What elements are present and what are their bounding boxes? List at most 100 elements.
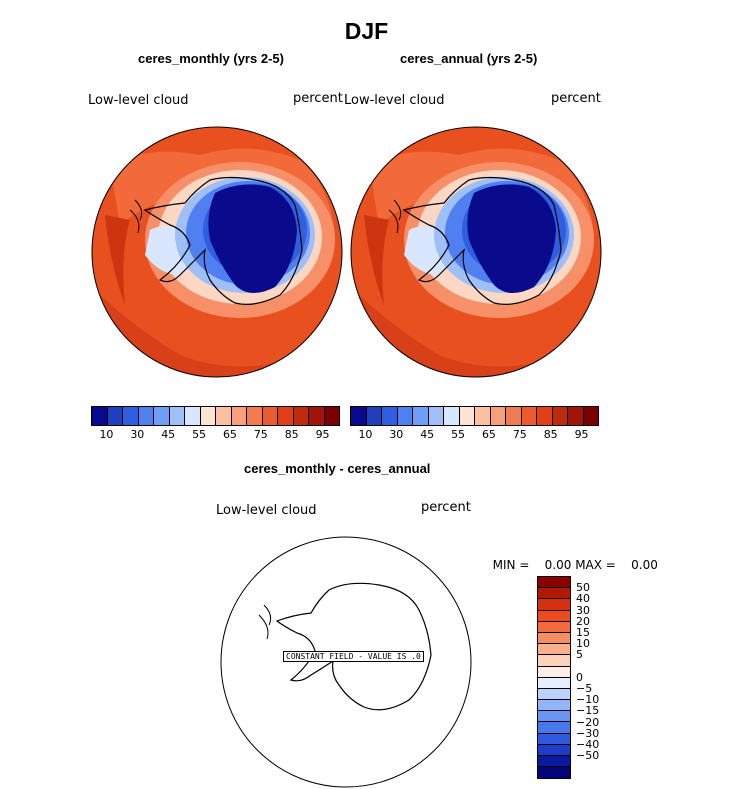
diff-colorbar-tick-label: −5: [576, 682, 593, 695]
diff-colorbar-tick-label: 40: [576, 592, 590, 606]
diff-colorbar-swatch: [538, 688, 570, 701]
diff-colorbar: [537, 576, 571, 780]
colorbar-swatch: [521, 407, 537, 425]
colorbar-swatch: [583, 407, 598, 425]
diff-colorbar-tick-label: −40: [576, 738, 600, 751]
panel-1-map: [91, 126, 343, 378]
diff-colorbar-swatch: [538, 599, 570, 611]
colorbar-tick-label: 75: [512, 428, 527, 441]
diff-colorbar-swatch: [538, 588, 570, 600]
colorbar-tick-label: 45: [161, 428, 176, 441]
diff-colorbar-tick-label: 0: [576, 670, 583, 684]
diff-colorbar-swatch: [538, 655, 570, 667]
colorbar-tick-label: 10: [99, 428, 114, 441]
diff-colorbar-swatch: [538, 677, 570, 689]
colorbar-swatch: [537, 407, 553, 425]
colorbar-swatch: [278, 407, 294, 425]
diff-colorbar-swatch: [538, 700, 570, 712]
colorbar-swatch: [185, 407, 201, 425]
colorbar-swatch: [366, 407, 382, 425]
panel-2-map: [350, 126, 602, 378]
panel-1-variable: Low-level cloud: [88, 93, 189, 108]
diff-colorbar-tick-label: −20: [576, 715, 600, 729]
colorbar-tick-label: 55: [192, 428, 207, 441]
colorbar-swatch: [169, 407, 185, 425]
colorbar-swatch: [490, 407, 506, 425]
colorbar-tick-label: 85: [284, 428, 299, 441]
diff-colorbar-ticks: 50 40 30 20 15 10 5 0 −5 −10 −15 −20 −30 −40 −50: [576, 576, 616, 780]
diff-colorbar-tick-label: −30: [576, 726, 600, 740]
panel-2-colorbar: [350, 406, 599, 426]
diff-colorbar-swatch: [538, 733, 570, 745]
diff-colorbar-swatch: [538, 621, 570, 633]
diff-colorbar-tick-label: −15: [576, 704, 600, 718]
colorbar-swatch: [459, 407, 475, 425]
diff-colorbar-tick-label: 5: [576, 648, 583, 662]
colorbar-tick-label: 45: [420, 428, 435, 441]
colorbar-swatch: [506, 407, 522, 425]
colorbar-swatch: [138, 407, 154, 425]
diff-colorbar-tick-label: −10: [576, 693, 600, 707]
diff-colorbar-swatch: [538, 711, 570, 723]
diff-variable: Low-level cloud: [216, 503, 317, 518]
diff-colorbar-tick-label: 20: [576, 614, 590, 628]
colorbar-swatch: [428, 407, 444, 425]
colorbar-swatch: [351, 407, 367, 425]
diff-colorbar-swatch: [538, 666, 570, 678]
colorbar-tick-label: 55: [451, 428, 466, 441]
colorbar-swatch: [397, 407, 413, 425]
colorbar-tick-label: 65: [481, 428, 496, 441]
panel-1-units: percent: [293, 91, 343, 106]
colorbar-tick-label: 65: [222, 428, 237, 441]
diff-colorbar-swatch: [538, 722, 570, 734]
diff-colorbar-tick-label: 10: [576, 637, 590, 651]
panel-1-colorbar-ticks: 10 30 45 55 65 75 85 95: [91, 428, 338, 442]
colorbar-tick-label: 30: [389, 428, 404, 441]
colorbar-swatch: [92, 407, 108, 425]
diff-units: percent: [421, 500, 471, 515]
diff-colorbar-swatch: [538, 767, 570, 779]
panel-2-variable: Low-level cloud: [344, 93, 445, 108]
colorbar-swatch: [309, 407, 325, 425]
colorbar-swatch: [247, 407, 263, 425]
diff-map: [220, 536, 472, 788]
colorbar-swatch: [413, 407, 429, 425]
panel-2-title: ceres_annual (yrs 2-5): [400, 51, 538, 66]
colorbar-swatch: [444, 407, 460, 425]
colorbar-swatch: [216, 407, 232, 425]
colorbar-swatch: [382, 407, 398, 425]
diff-colorbar-swatch: [538, 744, 570, 756]
diff-title: ceres_monthly - ceres_annual: [244, 461, 431, 476]
diff-colorbar-tick-label: 15: [576, 626, 590, 639]
colorbar-tick-label: 30: [130, 428, 145, 441]
panel-2-colorbar-ticks: 10 30 45 55 65 75 85 95: [350, 428, 597, 442]
colorbar-tick-label: 95: [315, 428, 330, 441]
colorbar-swatch: [200, 407, 216, 425]
diff-colorbar-swatch: [538, 632, 570, 645]
figure-title: DJF: [344, 18, 389, 44]
colorbar-tick-label: 75: [253, 428, 268, 441]
colorbar-swatch: [552, 407, 568, 425]
colorbar-tick-label: 10: [358, 428, 373, 441]
colorbar-swatch: [262, 407, 278, 425]
diff-colorbar-swatch: [538, 610, 570, 622]
colorbar-swatch: [107, 407, 123, 425]
constant-field-label: CONSTANT FIELD - VALUE IS .0: [283, 651, 424, 662]
colorbar-swatch: [475, 407, 491, 425]
panel-2-units: percent: [551, 91, 601, 106]
colorbar-swatch: [123, 407, 139, 425]
diff-colorbar-swatch: [538, 644, 570, 656]
panel-1-colorbar: [91, 406, 340, 426]
diff-colorbar-swatch: [538, 577, 570, 589]
colorbar-swatch: [154, 407, 170, 425]
diff-colorbar-tick-label: 50: [576, 581, 590, 595]
colorbar-tick-label: 95: [574, 428, 589, 441]
diff-colorbar-tick-label: −50: [576, 749, 600, 763]
diff-stats: MIN = 0.00 MAX = 0.00: [492, 558, 658, 572]
colorbar-swatch: [293, 407, 309, 425]
colorbar-swatch: [568, 407, 584, 425]
diff-colorbar-tick-label: 30: [576, 603, 590, 617]
colorbar-tick-label: 85: [543, 428, 558, 441]
colorbar-swatch: [231, 407, 247, 425]
diff-colorbar-swatch: [538, 756, 570, 768]
